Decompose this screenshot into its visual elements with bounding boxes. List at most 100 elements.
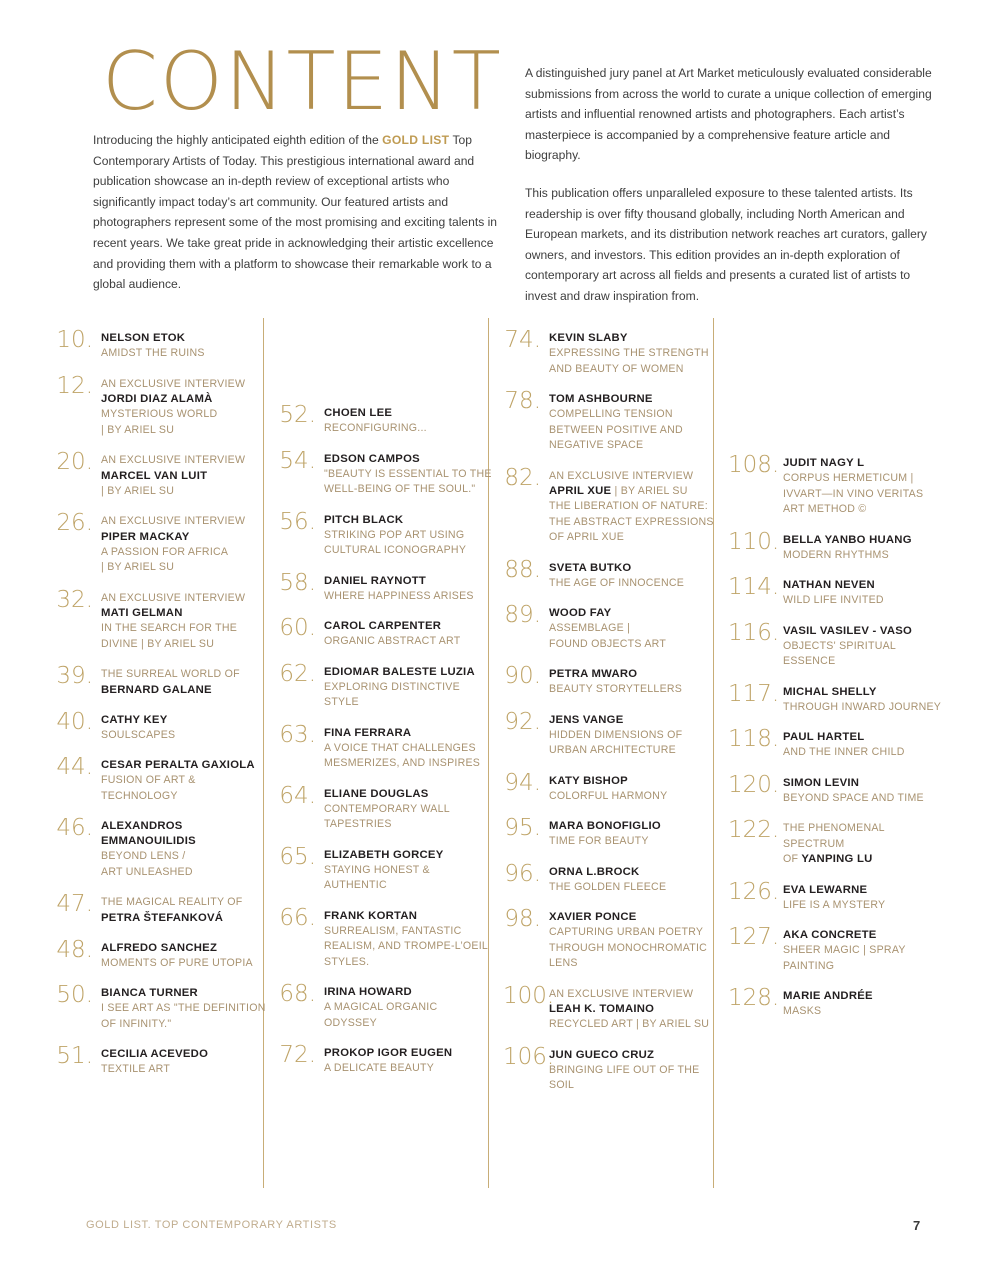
toc-entry[interactable]: 108. JUDIT NAGY L CORPUS HERMETICUM | IVVAR… <box>728 453 943 518</box>
toc-entry[interactable]: 126. EVA LEWARNE LIFE IS A MYSTERY <box>728 880 943 914</box>
toc-entry[interactable]: 117. MICHAL SHELLY THROUGH INWARD JOURNEY <box>728 682 943 716</box>
toc-entry-body: SIMON LEVIN BEYOND SPACE AND TIME <box>783 773 943 807</box>
toc-entry-page-number: 62. <box>279 660 316 687</box>
toc-entry-page-number: 54. <box>279 447 316 474</box>
toc-entry[interactable]: 100. AN EXCLUSIVE INTERVIEW LEAH K. TOMAIN… <box>503 984 718 1033</box>
toc-entry[interactable]: 52. CHOEN LEE RECONFIGURING... <box>278 403 493 437</box>
toc-entry-page-number: 12. <box>56 372 93 399</box>
toc-entry[interactable]: 98. XAVIER PONCE CAPTURING URBAN POETRY THR… <box>503 907 718 972</box>
toc-entry[interactable]: 128. MARIE ANDRÉE MASKS <box>728 986 943 1020</box>
column-divider-1 <box>263 318 264 1188</box>
toc-entry[interactable]: 54. EDSON CAMPOS "BEAUTY IS ESSENTIAL TO T… <box>278 449 493 498</box>
toc-entry-body: FINA FERRARA A VOICE THAT CHALLENGES MESME… <box>324 723 493 772</box>
toc-entry[interactable]: 60. CAROL CARPENTER ORGANIC ABSTRACT ART <box>278 616 493 650</box>
intro-paragraph-left: Introducing the highly anticipated eight… <box>93 130 508 295</box>
toc-entry-page-number: 51. <box>56 1043 93 1069</box>
toc-entry[interactable]: 78. TOM ASHBOURNE COMPELLING TENSION BETWEE… <box>503 389 718 454</box>
toc-entry[interactable]: 56. PITCH BLACK STRIKING POP ART USING CULT… <box>278 510 493 559</box>
toc-entry-page-number: 95. <box>504 815 541 841</box>
toc-entry-page-number: 94. <box>504 769 541 796</box>
toc-entry[interactable]: 65. ELIZABETH GORCEY STAYING HONEST & AUTH… <box>278 845 493 894</box>
toc-entry-artist-name: IRINA HOWARD <box>324 986 412 998</box>
toc-entry-page-number: 10. <box>56 327 93 353</box>
toc-entry[interactable]: 92. JENS VANGE HIDDEN DIMENSIONS OF URBAN A… <box>503 710 718 759</box>
toc-entry-artist-name: ELIANE DOUGLAS <box>324 787 429 800</box>
toc-entry[interactable]: 88. SVETA BUTKO THE AGE OF INNOCENCE <box>503 558 718 592</box>
page-number: 7 <box>913 1218 921 1233</box>
toc-entry-subtitle-line: HIDDEN DIMENSIONS OF <box>549 728 683 741</box>
toc-entry-subtitle-line: NEGATIVE SPACE <box>549 439 644 451</box>
toc-entry[interactable]: 47. THE MAGICAL REALITY OF PETRA ŠTEFANKOV… <box>55 892 270 926</box>
toc-entry[interactable]: 90. PETRA MWARO BEAUTY STORYTELLERS <box>503 664 718 698</box>
toc-entry[interactable]: 63. FINA FERRARA A VOICE THAT CHALLENGES ME… <box>278 723 493 772</box>
toc-entry-subtitle-line: BRINGING LIFE OUT OF THE <box>549 1063 700 1076</box>
toc-entry-page-number: 39. <box>56 663 93 689</box>
toc-entry[interactable]: 110. BELLA YANBO HUANG MODERN RHYTHMS <box>728 530 943 564</box>
toc-entry[interactable]: 46. ALEXANDROS EMMANOUILIDIS BEYOND LENS /… <box>55 816 270 880</box>
toc-entry-artist-name: APRIL XUE | BY ARIEL SU <box>549 485 688 497</box>
toc-entry[interactable]: 10. NELSON ETOK AMIDST THE RUINS <box>55 328 270 362</box>
toc-entry-artist-name: ALFREDO SANCHEZ <box>101 941 218 954</box>
toc-entry-subtitle-line: TIME FOR BEAUTY <box>549 835 649 847</box>
toc-entry-body: EDIOMAR BALESTE LUZIA EXPLORING DISTINCTI… <box>324 662 493 711</box>
toc-entry-subtitle-line: OF INFINITY." <box>101 1017 172 1030</box>
toc-entry-subtitle-line: CAPTURING URBAN POETRY <box>549 926 704 938</box>
toc-entry[interactable]: 74. KEVIN SLABY EXPRESSING THE STRENGTH AND… <box>503 328 718 377</box>
toc-entry[interactable]: 40. CATHY KEY SOULSCAPES <box>55 710 270 744</box>
toc-entry[interactable]: 120. SIMON LEVIN BEYOND SPACE AND TIME <box>728 773 943 807</box>
toc-entry[interactable]: 26. AN EXCLUSIVE INTERVIEW PIPER MACKAY A P… <box>55 511 270 576</box>
toc-entry-body: CATHY KEY SOULSCAPES <box>101 710 270 744</box>
toc-entry-body: FRANK KORTAN SURREALISM, FANTASTIC REALISM… <box>324 906 493 971</box>
toc-entry[interactable]: 72. PROKOP IGOR EUGEN A DELICATE BEAUTY <box>278 1043 493 1077</box>
toc-column-1: 10. NELSON ETOK AMIDST THE RUINS 12. AN EXCL… <box>55 328 270 1090</box>
toc-entry-body: THE MAGICAL REALITY OF PETRA ŠTEFANKOVÁ <box>101 892 270 926</box>
toc-entry[interactable]: 68. IRINA HOWARD A MAGICAL ORGANIC ODYSSEY <box>278 982 493 1031</box>
toc-entry[interactable]: 89. WOOD FAY ASSEMBLAGE | FOUND OBJECTS ART <box>503 603 718 652</box>
toc-entry-subtitle-line: SHEER MAGIC | SPRAY <box>783 944 906 956</box>
toc-entry[interactable]: 114. NATHAN NEVEN WILD LIFE INVITED <box>728 575 943 609</box>
toc-entry-body: AN EXCLUSIVE INTERVIEW APRIL XUE | BY ARI… <box>549 466 718 546</box>
toc-entry-kicker: THE MAGICAL REALITY OF <box>101 896 243 908</box>
toc-entry[interactable]: 20. AN EXCLUSIVE INTERVIEW MARCEL VAN LUIT… <box>55 450 270 499</box>
toc-entry-body: THE SURREAL WORLD OF BERNARD GALANE <box>101 664 270 698</box>
toc-entry[interactable]: 64. ELIANE DOUGLAS CONTEMPORARY WALL TAPEST… <box>278 784 493 833</box>
toc-entry-subtitle-line: SOULSCAPES <box>101 728 176 741</box>
toc-entry-kicker-line-2: OF YANPING LU <box>783 853 873 865</box>
toc-entry[interactable]: 51. CECILIA ACEVEDO TEXTILE ART <box>55 1044 270 1078</box>
toc-entry-subtitle-line: ORGANIC ABSTRACT ART <box>324 635 461 647</box>
toc-entry-artist-name: KATY BISHOP <box>549 774 628 787</box>
toc-entry-kicker: AN EXCLUSIVE INTERVIEW <box>101 454 246 466</box>
toc-entry-subtitle-line: AND THE INNER CHILD <box>783 746 905 758</box>
toc-entry-subtitle-line: WILD LIFE INVITED <box>783 594 884 606</box>
toc-entry[interactable]: 96. ORNA L.BROCK THE GOLDEN FLEECE <box>503 862 718 896</box>
toc-entry[interactable]: 66. FRANK KORTAN SURREALISM, FANTASTIC REAL… <box>278 906 493 971</box>
toc-entry-kicker: AN EXCLUSIVE INTERVIEW <box>101 377 246 390</box>
toc-entry[interactable]: 62. EDIOMAR BALESTE LUZIA EXPLORING DISTIN… <box>278 662 493 711</box>
toc-entry[interactable]: 118. PAUL HARTEL AND THE INNER CHILD <box>728 727 943 761</box>
toc-entry-artist-name: FINA FERRARA <box>324 726 412 739</box>
toc-entry[interactable]: 94. KATY BISHOP COLORFUL HARMONY <box>503 771 718 805</box>
toc-entry-subtitle-line: CONTEMPORARY WALL <box>324 802 450 815</box>
toc-entry-artist-name: MICHAL SHELLY <box>783 685 877 698</box>
toc-entry-subtitle-line: WHERE HAPPINESS ARISES <box>324 589 474 602</box>
toc-entry-page-number: 96. <box>504 860 541 887</box>
toc-entry[interactable]: 122. THE PHENOMENAL SPECTRUM OF YANPING LU <box>728 818 943 868</box>
toc-entry[interactable]: 82. AN EXCLUSIVE INTERVIEW APRIL XUE | BY … <box>503 466 718 546</box>
toc-entry[interactable]: 58. DANIEL RAYNOTT WHERE HAPPINESS ARISES <box>278 571 493 605</box>
toc-entry[interactable]: 39. THE SURREAL WORLD OF BERNARD GALANE <box>55 664 270 698</box>
toc-entry-body: MARA BONOFIGLIO TIME FOR BEAUTY <box>549 816 718 850</box>
toc-entry-artist-name: SIMON LEVIN <box>783 776 860 789</box>
toc-entry[interactable]: 127. AKA CONCRETE SHEER MAGIC | SPRAY PAINT… <box>728 925 943 974</box>
toc-entry-artist-name: NELSON ETOK <box>101 332 186 344</box>
toc-entry[interactable]: 50. BIANCA TURNER I SEE ART AS "THE DEFINI… <box>55 983 270 1032</box>
toc-entry[interactable]: 95. MARA BONOFIGLIO TIME FOR BEAUTY <box>503 816 718 850</box>
toc-entry[interactable]: 32. AN EXCLUSIVE INTERVIEW MATI GELMAN IN T… <box>55 588 270 653</box>
toc-entry-artist-name: MATI GELMAN <box>101 607 183 619</box>
toc-entry-subtitle-line: THROUGH INWARD JOURNEY <box>783 700 942 713</box>
toc-entry[interactable]: 116. VASIL VASILEV - VASO OBJECTS' SPIRITU… <box>728 621 943 670</box>
toc-entry[interactable]: 44. CESAR PERALTA GAXIOLA FUSION OF ART & T… <box>55 755 270 804</box>
toc-entry[interactable]: 48. ALFREDO SANCHEZ MOMENTS OF PURE UTOPIA <box>55 938 270 972</box>
toc-entry[interactable]: 12. AN EXCLUSIVE INTERVIEW JORDI DIAZ ALAM… <box>55 374 270 439</box>
toc-entry-page-number: 52. <box>279 402 316 428</box>
toc-entry[interactable]: 106. JUN GUECO CRUZ BRINGING LIFE OUT OF T… <box>503 1045 718 1094</box>
